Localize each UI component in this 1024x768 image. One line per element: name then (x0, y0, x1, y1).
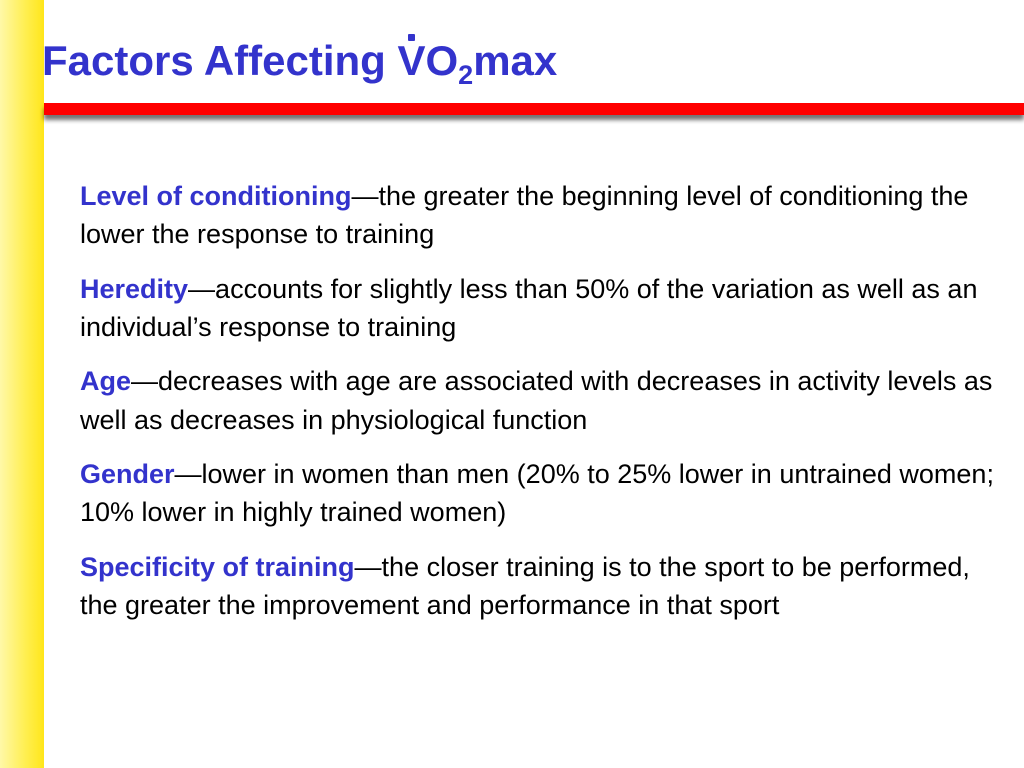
factor-list: Level of conditioning—the greater the be… (80, 177, 995, 640)
factor-term: Level of conditioning (80, 181, 352, 211)
factor-item-gender: Gender—lower in women than men (20% to 2… (80, 455, 995, 532)
factor-description: —the closer training is to the sport to … (80, 551, 970, 620)
factor-description: —the greater the beginning level of cond… (80, 181, 969, 250)
yellow-side-bar (0, 0, 44, 768)
title-v-dot: V (397, 34, 426, 84)
factor-item-age: Age—decreases with age are associated wi… (80, 362, 995, 439)
factor-item-conditioning: Level of conditioning—the greater the be… (80, 177, 995, 254)
factor-item-heredity: Heredity—accounts for slightly less than… (80, 270, 995, 347)
slide-title: Factors Affecting VO2max (42, 34, 558, 89)
factor-term: Heredity (80, 273, 189, 304)
factor-description: —decreases with age are associated with … (80, 366, 993, 435)
title-o: O (425, 37, 459, 84)
factor-term: Age (80, 366, 132, 397)
title-prefix: Factors Affecting (42, 37, 398, 84)
factor-description: —lower in women than men (20% to 25% low… (80, 458, 994, 528)
factor-term: Gender (80, 458, 175, 489)
title-suffix: max (473, 37, 558, 84)
factor-term: Specificity of training (80, 551, 355, 582)
title-subscript: 2 (458, 60, 474, 90)
factor-description: —accounts for slightly less than 50% of … (80, 273, 978, 342)
title-divider (44, 103, 1024, 115)
factor-item-specificity: Specificity of training—the closer train… (80, 548, 995, 625)
